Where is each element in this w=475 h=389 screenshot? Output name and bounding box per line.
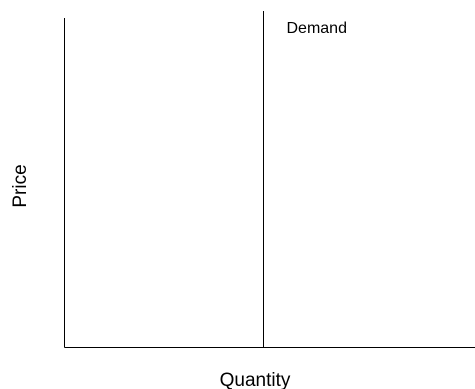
y-axis-title: Price [10, 164, 31, 207]
x-axis-title: Quantity [220, 370, 291, 389]
demand-label: Demand [287, 20, 347, 37]
plot-area: Demand [64, 11, 475, 348]
